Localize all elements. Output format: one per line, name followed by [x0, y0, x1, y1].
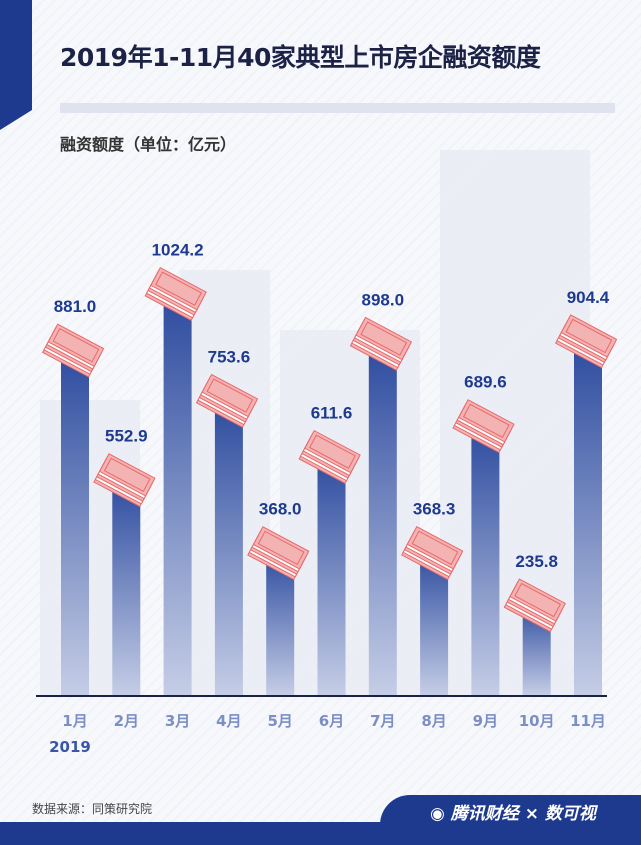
money-stack-icon — [298, 429, 361, 484]
value-label: 904.4 — [567, 288, 610, 307]
year-label: 2019 — [49, 738, 91, 756]
money-stack-icon — [247, 526, 310, 581]
money-stack-icon — [401, 526, 464, 581]
data-source: 数据来源：同策研究院 — [32, 802, 153, 816]
bar — [214, 397, 243, 695]
x-tick-label: 6月 — [319, 712, 344, 730]
value-label: 611.6 — [311, 403, 353, 422]
value-label: 881.0 — [54, 297, 97, 316]
x-tick-label: 9月 — [473, 712, 498, 730]
x-tick-label: 5月 — [267, 712, 292, 730]
corner-accent — [0, 0, 32, 130]
bar — [368, 340, 397, 695]
x-tick-label: 4月 — [216, 712, 241, 730]
money-stack-icon — [195, 373, 259, 428]
value-label: 1024.2 — [152, 240, 204, 259]
money-stack-icon — [41, 323, 105, 378]
value-label: 689.6 — [464, 373, 507, 392]
brand-separator: × — [524, 804, 539, 824]
x-tick-label: 7月 — [370, 712, 395, 730]
x-tick-label: 10月 — [519, 712, 555, 730]
footer-tab — [380, 795, 641, 825]
brand-name: 腾讯财经 — [450, 804, 519, 824]
chart-title: 2019年1-11月40家典型上市房企融资额度 — [60, 43, 541, 72]
value-label: 368.0 — [259, 500, 302, 519]
partner-name: 数可视 — [544, 804, 596, 824]
title-rule — [60, 103, 615, 113]
x-tick-label: 2月 — [114, 712, 139, 730]
money-stack-icon — [349, 316, 413, 371]
value-label: 753.6 — [208, 347, 251, 366]
brand-logo: ◉ 腾讯财经 × 数可视 — [430, 799, 596, 824]
footer-bar — [0, 822, 641, 845]
bar — [574, 337, 602, 695]
brand-icon: ◉ — [430, 804, 451, 824]
y-axis-label: 融资额度（单位：亿元） — [60, 135, 237, 154]
bar — [471, 422, 500, 695]
value-label: 235.8 — [515, 552, 558, 571]
money-stack-icon — [144, 266, 207, 321]
x-tick-label: 11月 — [570, 712, 606, 730]
money-stack-icon — [452, 399, 515, 454]
money-stack-icon — [554, 314, 618, 369]
bar — [163, 290, 192, 695]
bar — [317, 453, 346, 695]
money-stack-icon — [93, 453, 156, 508]
value-label: 898.0 — [362, 290, 405, 309]
bar — [61, 347, 89, 695]
value-label: 552.9 — [105, 427, 148, 446]
x-tick-label: 8月 — [421, 712, 446, 730]
x-tick-label: 1月 — [62, 712, 87, 730]
x-tick-label: 3月 — [165, 712, 190, 730]
money-stack-icon — [503, 578, 566, 633]
value-label: 368.3 — [413, 500, 456, 519]
bar — [112, 476, 141, 695]
